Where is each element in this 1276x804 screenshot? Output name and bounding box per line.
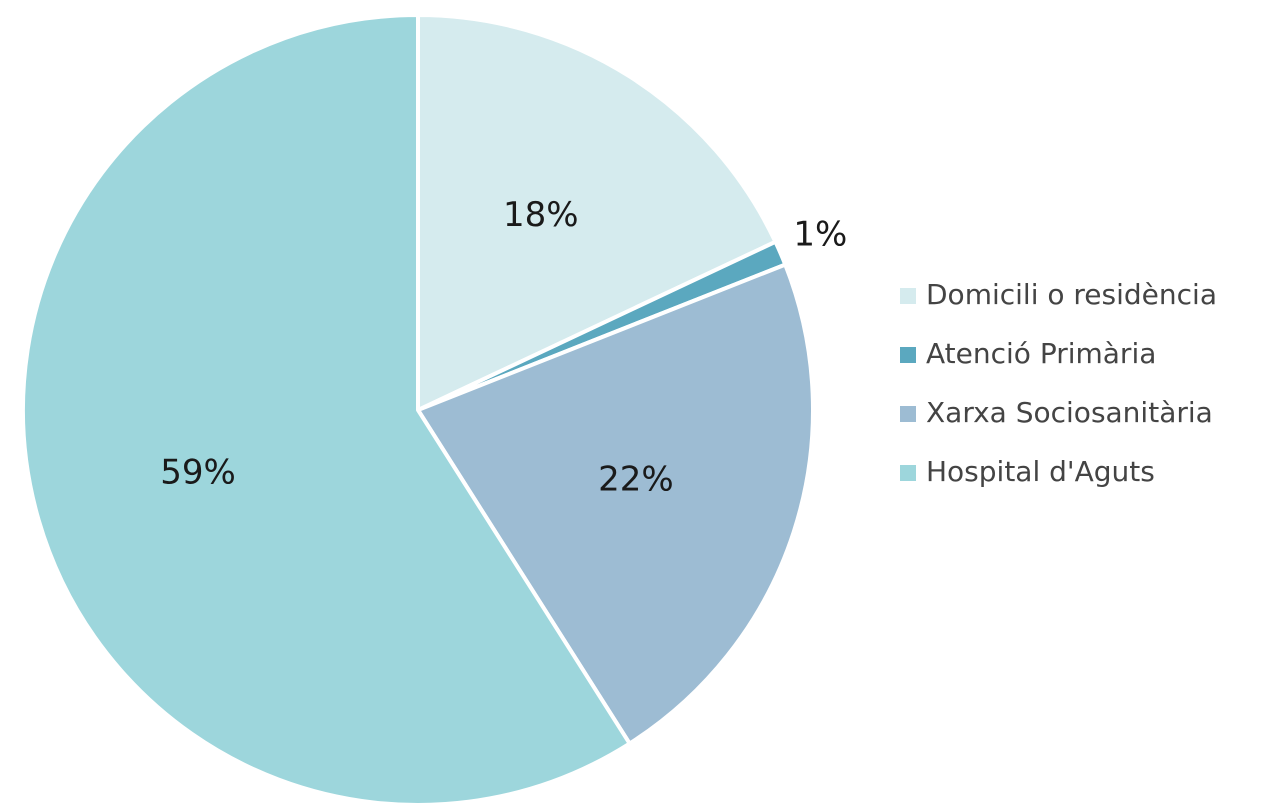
data-label: 59% bbox=[160, 452, 236, 492]
pie-slice bbox=[416, 262, 815, 746]
legend-swatch bbox=[900, 288, 916, 304]
data-label: 18% bbox=[503, 195, 579, 235]
data-label: 22% bbox=[598, 459, 674, 499]
legend-swatch bbox=[900, 347, 916, 363]
pie-slice bbox=[416, 13, 778, 412]
legend-label: Hospital d'Aguts bbox=[926, 455, 1155, 488]
data-label: 1% bbox=[793, 214, 847, 254]
pie-slice bbox=[21, 13, 632, 804]
legend-label: Domicili o residència bbox=[926, 278, 1217, 311]
legend-label: Xarxa Sociosanitària bbox=[926, 396, 1213, 429]
legend-swatch bbox=[900, 406, 916, 422]
legend-label: Atenció Primària bbox=[926, 337, 1156, 370]
legend-swatch bbox=[900, 465, 916, 481]
